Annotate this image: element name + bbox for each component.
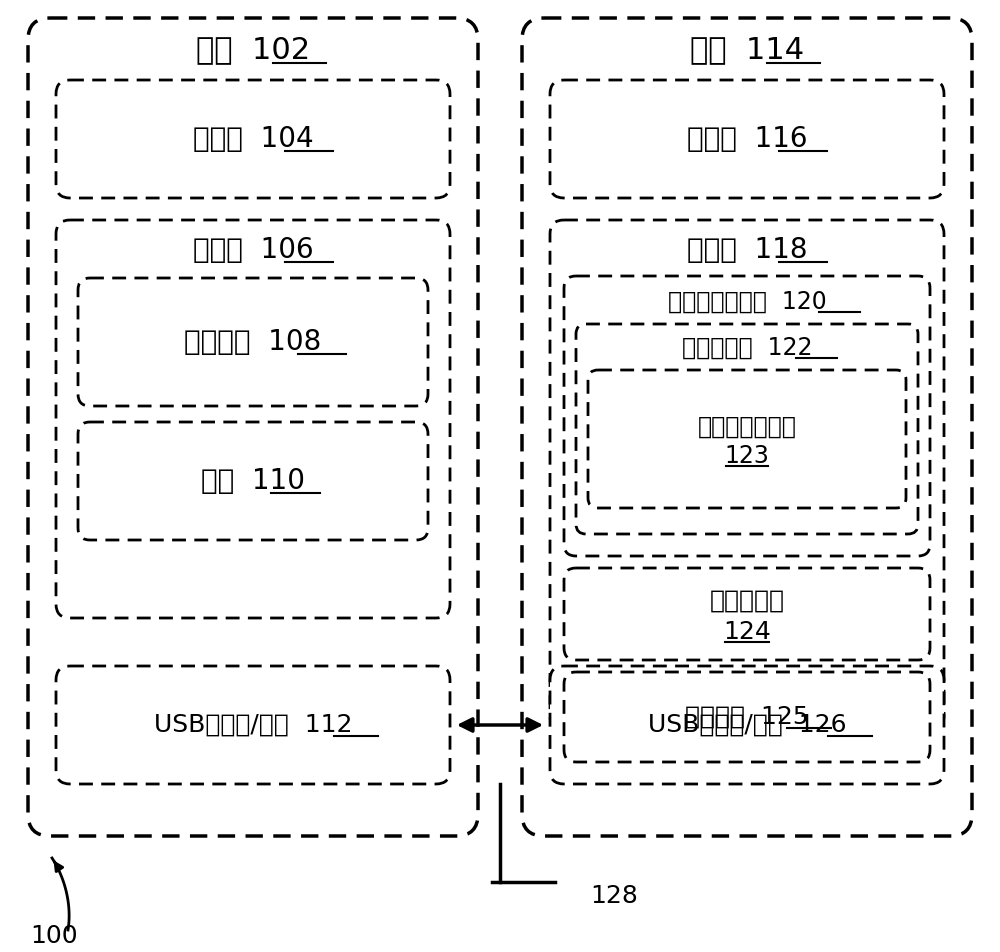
FancyBboxPatch shape	[56, 666, 450, 784]
FancyBboxPatch shape	[550, 220, 944, 730]
FancyBboxPatch shape	[576, 324, 918, 534]
FancyBboxPatch shape	[564, 276, 930, 556]
Text: USB驱动器/端口  126: USB驱动器/端口 126	[648, 713, 846, 737]
Text: 扩展描述符: 扩展描述符	[710, 589, 784, 613]
Text: 124: 124	[723, 620, 771, 644]
FancyBboxPatch shape	[78, 278, 428, 406]
FancyBboxPatch shape	[564, 672, 930, 762]
Text: 非易失性存储器  120: 非易失性存储器 120	[668, 290, 826, 314]
FancyBboxPatch shape	[28, 18, 478, 836]
Text: 123: 123	[725, 444, 769, 467]
Text: 控制程序  125: 控制程序 125	[685, 705, 809, 729]
Text: 128: 128	[590, 884, 638, 908]
Text: 主机  102: 主机 102	[196, 35, 310, 65]
Text: 平台能力描述符: 平台能力描述符	[698, 415, 796, 439]
FancyBboxPatch shape	[522, 18, 972, 836]
Text: 应用  110: 应用 110	[201, 467, 305, 495]
FancyBboxPatch shape	[56, 80, 450, 198]
Text: 存储器  118: 存储器 118	[687, 236, 807, 264]
FancyBboxPatch shape	[564, 568, 930, 660]
Text: 处理器  116: 处理器 116	[687, 125, 807, 153]
Text: USB驱动器/端口  112: USB驱动器/端口 112	[154, 713, 352, 737]
Text: 100: 100	[30, 924, 78, 948]
FancyBboxPatch shape	[56, 220, 450, 618]
FancyBboxPatch shape	[588, 370, 906, 508]
Text: 处理器  104: 处理器 104	[193, 125, 313, 153]
Text: 存储器  106: 存储器 106	[193, 236, 313, 264]
FancyBboxPatch shape	[550, 80, 944, 198]
FancyBboxPatch shape	[550, 666, 944, 784]
FancyBboxPatch shape	[78, 422, 428, 540]
Text: 操作系统  108: 操作系统 108	[184, 328, 322, 356]
Text: 设备  114: 设备 114	[690, 35, 804, 65]
Text: 标准描述符  122: 标准描述符 122	[682, 336, 812, 360]
